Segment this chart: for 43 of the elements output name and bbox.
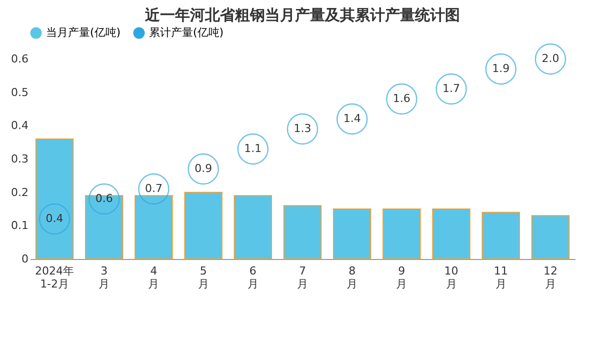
data-label: 1.9 (492, 62, 510, 75)
x-tick-label: 4 月 (148, 264, 160, 290)
legend-label: 累计产量(亿吨) (149, 26, 224, 39)
bar (482, 212, 520, 260)
bar (382, 208, 421, 260)
x-tick-label: 6 月 (247, 264, 258, 290)
data-label: 2.0 (542, 52, 560, 65)
bar (234, 195, 272, 260)
bar (85, 195, 124, 260)
data-label: 1.7 (442, 82, 460, 95)
legend-label: 当月产量(亿吨) (46, 26, 121, 39)
x-tick-label: 9 月 (396, 264, 408, 290)
y-tick-label: 0.2 (11, 186, 28, 199)
y-tick-label: 0.3 (11, 152, 28, 166)
chart-title: 近一年河北省粗钢当月产量及其累计产量统计图 (144, 6, 460, 24)
x-tick-label: 10 月 (444, 264, 458, 290)
bar (35, 138, 74, 260)
y-tick-label: 0.1 (11, 219, 28, 232)
data-label: 1.4 (343, 112, 361, 125)
bar (432, 208, 470, 260)
data-label: 0.7 (144, 182, 162, 195)
bar (283, 205, 322, 260)
x-tick-label: 3 月 (98, 264, 110, 290)
data-label: 0.9 (194, 162, 212, 175)
y-tick-label: 0 (22, 252, 28, 266)
data-label: 0.6 (95, 192, 113, 205)
bar (134, 195, 173, 260)
x-tick-label: 12 月 (543, 264, 558, 290)
x-tick-label: 11 月 (494, 264, 508, 290)
bar (184, 192, 222, 260)
x-tick-label: 8 月 (346, 264, 358, 290)
x-tick-label: 5 月 (198, 264, 209, 290)
data-label: 1.1 (244, 142, 262, 155)
y-tick-label: 0.6 (11, 52, 28, 66)
data-label: 0.4 (46, 212, 64, 225)
data-label: 1.6 (392, 92, 410, 105)
bar (332, 208, 372, 260)
bar (531, 215, 570, 260)
y-tick-label: 0.5 (11, 86, 28, 99)
y-tick-label: 0.4 (11, 119, 28, 132)
data-label: 1.3 (294, 122, 312, 135)
x-tick-label: 2024年 1-2月 (35, 264, 74, 290)
x-tick-label: 7 月 (297, 264, 308, 290)
